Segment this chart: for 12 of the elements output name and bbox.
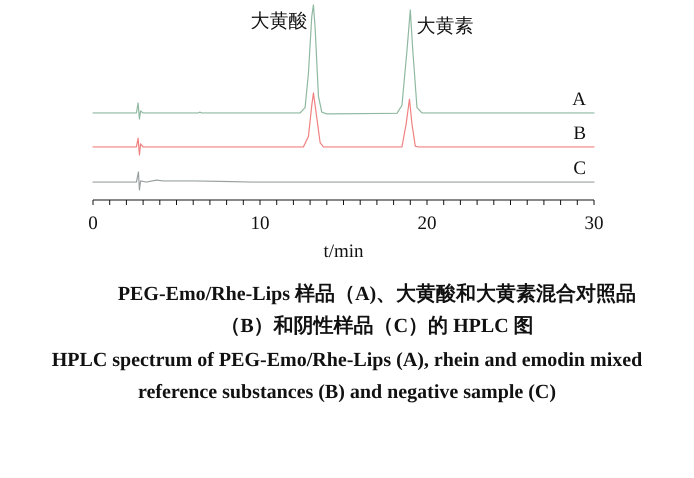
x-tick-label: 0 xyxy=(88,213,98,234)
series-label: B xyxy=(573,122,586,144)
text: HPLC spectrum of PEG-Emo/Rhe-Lips (A), rhein and emodin mixed reference substances (B) and negative sample (C) xyxy=(50,348,644,405)
x-tick-label: 10 xyxy=(250,213,270,234)
x-tick-label: 20 xyxy=(418,213,436,234)
x-tick-label: 30 xyxy=(584,213,604,234)
text: PEG-Emo/Rhe-Lips 样品（A)、大黄酸和大黄素混合对照品（B）和阴性样品（C）的 HPLC 图 xyxy=(116,282,638,339)
x-axis-title: t/min xyxy=(323,241,364,262)
annotation: 大黄素 xyxy=(416,16,474,38)
annotation: 大黄酸 xyxy=(250,11,308,32)
series-label: A xyxy=(572,88,586,110)
series-label: C xyxy=(573,158,586,180)
